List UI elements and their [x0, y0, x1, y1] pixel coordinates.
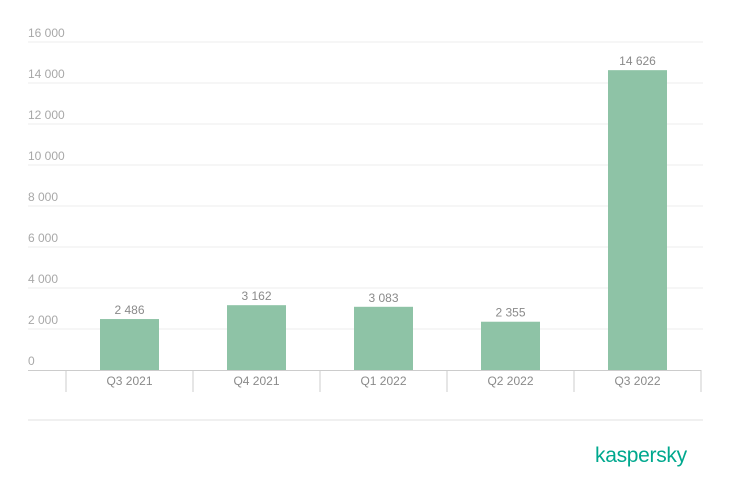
y-tick-label: 6 000 [28, 231, 58, 245]
data-label: 2 355 [495, 306, 525, 320]
chart-bars [100, 70, 667, 371]
kaspersky-logo: kaspersky [595, 444, 687, 467]
y-axis-tick-labels: 0 2 000 4 000 6 000 8 000 10 000 12 000 14 000 1… [28, 26, 65, 368]
y-tick-label: 4 000 [28, 272, 58, 286]
y-tick-label: 12 000 [28, 108, 65, 122]
x-axis: Q3 2021 Q4 2021 Q1 2022 Q2 2022 Q3 2022 [28, 370, 702, 392]
y-tick-label: 2 000 [28, 313, 58, 327]
x-tick-label: Q1 2022 [360, 374, 406, 388]
data-label: 3 083 [368, 291, 398, 305]
y-tick-label: 0 [28, 354, 35, 368]
bar [481, 321, 540, 370]
data-label: 14 626 [619, 54, 656, 68]
y-tick-label: 8 000 [28, 190, 58, 204]
y-tick-label: 14 000 [28, 67, 65, 81]
bar [227, 305, 286, 370]
x-tick-label: Q3 2022 [614, 374, 660, 388]
y-tick-label: 10 000 [28, 149, 65, 163]
bar [100, 319, 159, 370]
x-tick-label: Q2 2022 [487, 374, 533, 388]
bar-value-labels: 2 486 3 162 3 083 2 355 14 626 [114, 54, 656, 320]
data-label: 2 486 [114, 303, 144, 317]
chart-gridlines [28, 41, 703, 330]
bar [608, 70, 667, 371]
y-tick-label: 16 000 [28, 26, 65, 40]
x-tick-label: Q4 2021 [233, 374, 279, 388]
bar [354, 306, 413, 370]
x-tick-label: Q3 2021 [106, 374, 152, 388]
data-label: 3 162 [241, 289, 271, 303]
